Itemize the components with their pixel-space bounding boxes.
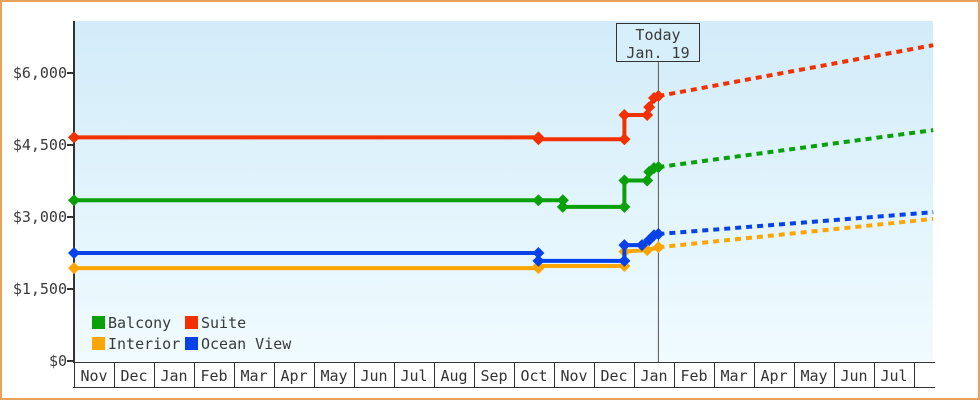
- y-tick-label: $3,000: [13, 208, 67, 226]
- data-point-marker: [532, 194, 545, 207]
- x-axis-label: May: [800, 367, 827, 385]
- x-axis-label: Jun: [840, 367, 867, 385]
- legend: Balcony Suite Interior Ocean View: [92, 313, 292, 353]
- today-marker-box: Today Jan. 19: [616, 23, 700, 62]
- data-point-marker: [618, 109, 631, 121]
- x-axis-label: Feb: [680, 367, 707, 385]
- y-tick-label: $1,500: [13, 280, 67, 298]
- legend-item-balcony: Balcony: [92, 313, 185, 332]
- data-point-marker: [68, 247, 80, 259]
- data-point-marker: [636, 239, 648, 252]
- x-axis-label: Aug: [440, 367, 467, 385]
- data-point-marker: [618, 174, 631, 187]
- legend-label-balcony: Balcony: [108, 313, 172, 332]
- legend-item-ocean-view: Ocean View: [185, 334, 292, 353]
- balcony-swatch-icon: [92, 316, 105, 329]
- series-forecast-balcony: [658, 128, 934, 170]
- data-point-marker: [652, 161, 665, 174]
- data-point-marker: [556, 194, 569, 207]
- x-axis-label: Nov: [80, 367, 107, 385]
- x-axis-label: Apr: [760, 367, 787, 385]
- x-axis-label: Dec: [600, 367, 627, 385]
- interior-swatch-icon: [92, 337, 105, 350]
- x-axis-label: Jan: [640, 367, 667, 385]
- data-point-marker: [532, 247, 545, 259]
- series-forecast-suite: [658, 43, 934, 99]
- data-point-marker: [68, 262, 80, 275]
- data-point-marker: [652, 241, 665, 254]
- x-axis-label: May: [320, 367, 347, 385]
- y-tick-label: $6,000: [13, 64, 67, 82]
- plot-area: [75, 21, 933, 361]
- today-date: Jan. 19: [626, 44, 690, 62]
- today-label: Today: [635, 26, 681, 44]
- data-point-marker: [618, 239, 631, 252]
- data-point-marker: [618, 254, 631, 267]
- x-axis-label: Feb: [200, 367, 227, 385]
- data-point-marker: [641, 174, 654, 187]
- legend-item-suite: Suite: [185, 313, 291, 332]
- legend-item-interior: Interior: [92, 334, 185, 353]
- x-axis-label: Sep: [480, 367, 507, 385]
- data-point-marker: [532, 254, 545, 267]
- x-axis-label: Jun: [360, 367, 387, 385]
- series-forecast-interior: [658, 216, 934, 250]
- data-point-marker: [618, 200, 631, 213]
- data-point-marker: [618, 133, 631, 146]
- legend-label-interior: Interior: [108, 334, 181, 353]
- y-tick-label: $0: [49, 352, 67, 370]
- x-axis-label: Mar: [720, 367, 747, 385]
- data-point-marker: [68, 131, 80, 144]
- data-point-marker: [68, 194, 80, 207]
- x-axis-label: Apr: [280, 367, 307, 385]
- series-forecast-ocean-view: [658, 210, 934, 237]
- suite-swatch-icon: [185, 316, 198, 329]
- y-tick-label: $4,500: [13, 136, 67, 154]
- x-axis-label: Oct: [520, 367, 547, 385]
- data-point-marker: [652, 90, 665, 103]
- x-axis-label: Jan: [160, 367, 187, 385]
- x-axis-label: Nov: [560, 367, 587, 385]
- x-axis-label: Dec: [120, 367, 147, 385]
- data-point-marker: [556, 200, 569, 213]
- ocean-view-swatch-icon: [185, 337, 198, 350]
- legend-label-ocean-view: Ocean View: [201, 334, 292, 353]
- legend-label-suite: Suite: [201, 313, 247, 332]
- data-point-marker: [643, 101, 656, 114]
- data-point-marker: [532, 133, 545, 146]
- x-axis-label: Mar: [240, 367, 267, 385]
- data-point-marker: [652, 228, 665, 241]
- x-axis-label: Jul: [880, 367, 907, 385]
- x-axis-label: Jul: [400, 367, 427, 385]
